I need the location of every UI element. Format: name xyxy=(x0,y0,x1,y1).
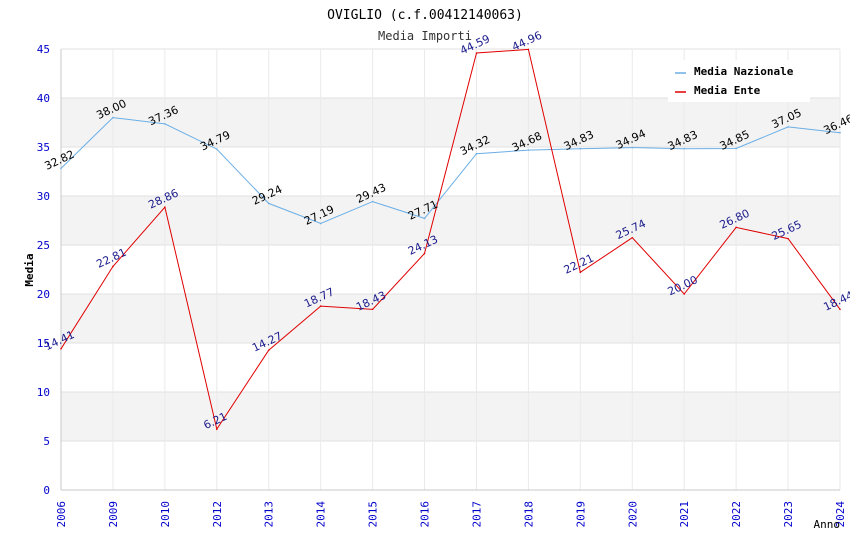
y-tick-label: 15 xyxy=(37,337,50,350)
chart-title: OVIGLIO (c.f.00412140063) xyxy=(327,8,523,23)
y-tick-label: 35 xyxy=(37,141,50,154)
data-point xyxy=(683,293,685,295)
band-25-30 xyxy=(61,196,840,245)
data-point xyxy=(839,308,841,311)
data-point xyxy=(527,149,530,151)
plot-background-bands xyxy=(61,49,840,490)
data-point xyxy=(631,236,634,239)
x-tick-label: 2024 xyxy=(834,501,847,528)
y-tick-labels: 0 5 10 15 20 25 30 35 40 45 xyxy=(37,43,50,497)
data-point xyxy=(631,146,634,149)
band-15-20 xyxy=(61,294,840,343)
series-line-media-ente xyxy=(60,48,841,431)
legend-label-media-ente: Media Ente xyxy=(694,84,761,97)
data-point xyxy=(112,265,114,268)
legend-background xyxy=(668,60,810,102)
x-tick-label: 2023 xyxy=(782,501,795,528)
y-tick-label: 5 xyxy=(43,435,50,448)
data-point xyxy=(475,152,478,155)
data-point xyxy=(423,217,426,220)
x-tick-label: 2010 xyxy=(159,501,172,528)
data-point xyxy=(60,347,62,350)
y-tick-label: 25 xyxy=(37,239,50,252)
band-35-40 xyxy=(61,98,840,147)
data-point xyxy=(475,52,478,54)
y-tick-label: 20 xyxy=(37,288,50,301)
x-tick-label: 2019 xyxy=(574,501,587,528)
y-tick-label: 45 xyxy=(37,43,50,56)
data-point xyxy=(164,206,166,208)
data-point xyxy=(579,147,582,150)
x-tick-label: 2013 xyxy=(263,501,276,528)
data-point xyxy=(319,222,322,225)
band-5-10 xyxy=(61,392,840,441)
x-tick-label: 2017 xyxy=(470,501,483,528)
data-point xyxy=(839,131,841,134)
series-lines xyxy=(60,48,841,431)
data-point xyxy=(216,148,218,150)
x-tick-label: 2012 xyxy=(211,501,224,528)
x-tick-label: 2021 xyxy=(678,501,691,528)
data-point xyxy=(787,126,789,128)
data-point xyxy=(216,428,218,430)
grid-lines xyxy=(61,48,841,491)
x-tick-label: 2022 xyxy=(730,501,743,528)
data-point xyxy=(112,116,114,119)
data-point xyxy=(735,147,737,150)
data-point xyxy=(164,123,166,125)
y-tick-label: 40 xyxy=(37,92,50,105)
y-tick-label: 30 xyxy=(37,190,50,203)
data-point xyxy=(787,237,789,240)
x-tick-label: 2016 xyxy=(419,501,432,528)
data-point xyxy=(60,167,62,170)
axes xyxy=(60,49,840,491)
band-20-25 xyxy=(61,245,840,294)
data-point xyxy=(371,308,374,311)
data-point xyxy=(267,202,270,205)
x-tick-label: 2009 xyxy=(107,501,120,528)
x-tick-label: 2015 xyxy=(367,501,380,528)
y-tick-label: 0 xyxy=(43,484,50,497)
band-0-5 xyxy=(61,441,840,490)
data-point xyxy=(319,305,322,307)
data-point xyxy=(371,200,374,203)
x-tick-label: 2014 xyxy=(315,501,328,528)
x-tick-labels: 2006 2009 2010 2012 2013 2014 2015 2016 2017 2018… xyxy=(55,501,847,528)
legend-label-media-nazionale: Media Nazionale xyxy=(694,65,794,78)
series-line-media-nazionale xyxy=(60,117,841,225)
data-point xyxy=(527,48,530,51)
x-tick-label: 2006 xyxy=(55,501,68,528)
data-point xyxy=(579,271,582,274)
y-tick-label: 10 xyxy=(37,386,50,399)
data-point xyxy=(423,252,426,255)
band-10-15 xyxy=(61,343,840,392)
y-axis-label: Media xyxy=(23,253,36,286)
chart-subtitle: Media Importi xyxy=(378,29,472,43)
legend: Media Nazionale Media Ente xyxy=(668,60,810,102)
data-point xyxy=(683,147,685,150)
x-axis-label: Anno xyxy=(814,518,841,531)
data-point xyxy=(735,226,737,229)
x-tick-label: 2020 xyxy=(626,501,639,528)
data-point xyxy=(267,349,270,351)
x-tick-label: 2018 xyxy=(522,501,535,528)
